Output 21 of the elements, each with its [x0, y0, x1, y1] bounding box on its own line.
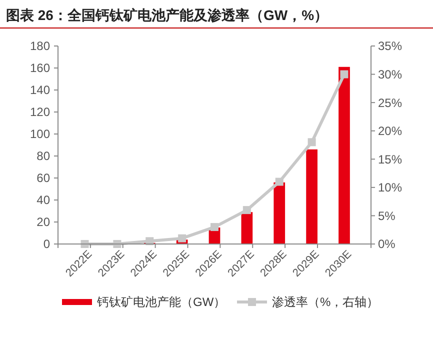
y-tick-label: 60 [36, 171, 50, 186]
legend-label: 渗透率（%，右轴） [272, 295, 379, 310]
chart-title: 图表 26：全国钙钛矿电池产能及渗透率（GW，%） [6, 7, 328, 23]
y2-tick-label: 20% [378, 124, 402, 138]
y2-tick-label: 0% [378, 237, 396, 252]
y-tick-label: 20 [36, 215, 50, 230]
y-tick-label: 160 [30, 61, 50, 76]
y-tick-label: 0 [43, 237, 50, 252]
y-tick-label: 120 [30, 105, 50, 120]
y2-tick-label: 30% [378, 67, 402, 82]
y2-tick-label: 25% [378, 96, 402, 110]
y-tick-label: 140 [30, 83, 50, 98]
y2-tick-label: 5% [378, 208, 396, 223]
y-tick-label: 40 [36, 193, 50, 208]
y-tick-label: 100 [30, 127, 50, 142]
y-tick-label: 180 [30, 39, 50, 54]
y2-tick-label: 15% [378, 152, 402, 166]
legend-label: 钙钛矿电池产能（GW） [96, 295, 226, 310]
y2-tick-label: 10% [378, 180, 402, 195]
y-tick-label: 80 [36, 149, 50, 164]
y2-tick-label: 35% [378, 39, 402, 54]
